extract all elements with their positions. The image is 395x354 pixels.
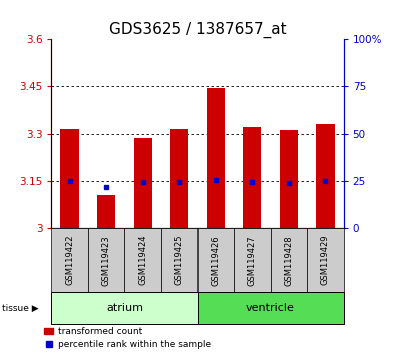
Text: GSM119428: GSM119428 [284,235,293,286]
Text: tissue ▶: tissue ▶ [2,303,39,313]
Text: GSM119425: GSM119425 [175,235,184,285]
Bar [51,228,88,292]
Bar [207,88,225,228]
Bar [134,138,152,228]
Bar [316,124,335,228]
Text: GSM119424: GSM119424 [138,235,147,285]
Text: GSM119429: GSM119429 [321,235,330,285]
Bar [307,228,344,292]
Bar [271,228,307,292]
Text: ventricle: ventricle [246,303,295,313]
Legend: transformed count, percentile rank within the sample: transformed count, percentile rank withi… [44,327,211,349]
Text: atrium: atrium [106,303,143,313]
Bar [198,228,234,292]
Bar [88,228,124,292]
Text: GSM119427: GSM119427 [248,235,257,286]
Bar [234,228,271,292]
Bar [60,129,79,228]
Bar [198,292,344,324]
Bar [170,129,188,228]
Bar [280,131,298,228]
Title: GDS3625 / 1387657_at: GDS3625 / 1387657_at [109,21,286,38]
Bar [124,228,161,292]
Bar [161,228,198,292]
Bar [51,292,198,324]
Bar [243,127,261,228]
Text: GSM119422: GSM119422 [65,235,74,285]
Bar [97,195,115,228]
Text: GSM119426: GSM119426 [211,235,220,286]
Text: GSM119423: GSM119423 [102,235,111,286]
